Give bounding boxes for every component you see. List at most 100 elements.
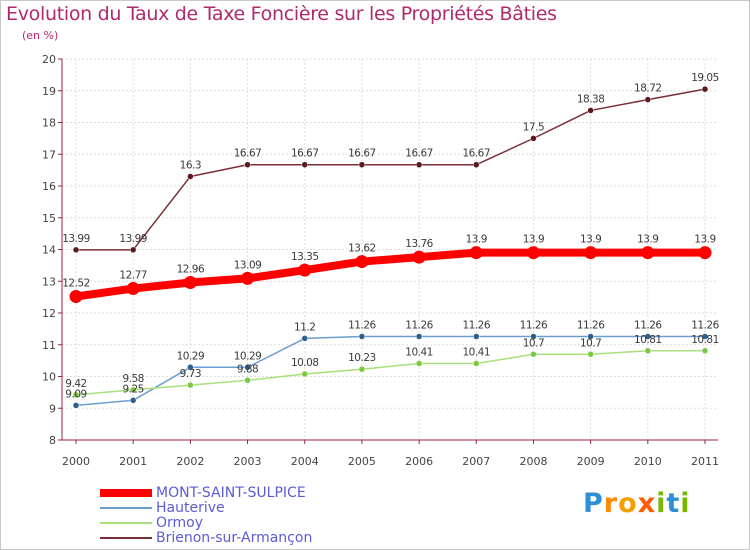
data-point	[244, 377, 251, 384]
data-point	[644, 96, 652, 103]
data-point	[187, 173, 194, 180]
data-label: 10.08	[291, 357, 319, 369]
y-tick-label: 12	[42, 307, 56, 320]
y-tick-label: 13	[42, 275, 56, 288]
data-point	[301, 370, 308, 378]
legend-item: Hauterive	[100, 500, 225, 516]
data-point	[641, 246, 655, 260]
x-tick-label: 2002	[176, 455, 204, 468]
data-point	[530, 351, 537, 358]
data-point	[473, 333, 480, 340]
legend-item: Brienon-sur-Armançon	[100, 530, 312, 546]
legend-item: MONT-SAINT-SULPICE	[100, 485, 306, 501]
y-tick-label: 9	[49, 402, 56, 415]
axis-layer: 8 9 10 11 12 13 14 15 16 17 18 19 20 2000 2001 2002 2003…	[42, 53, 719, 468]
logo-letter: r	[603, 488, 619, 519]
y-tick-label: 8	[49, 434, 56, 447]
legend-swatch	[100, 522, 152, 524]
data-point	[183, 276, 197, 290]
data-point	[358, 365, 366, 373]
logo-letter: t	[666, 488, 681, 519]
x-tick-label: 2003	[234, 455, 262, 468]
y-tick-label: 18	[42, 117, 56, 130]
series-layer	[69, 85, 712, 409]
data-point	[69, 289, 83, 303]
data-point	[358, 161, 366, 168]
legend-label: Brienon-sur-Armançon	[156, 530, 313, 546]
data-label: 16.67	[348, 148, 376, 160]
chart-title: Evolution du Taux de Taxe Foncière sur l…	[6, 3, 557, 25]
data-point	[644, 347, 652, 355]
data-point	[587, 333, 594, 340]
data-label: 10.29	[234, 350, 262, 362]
y-tick-label: 15	[42, 212, 56, 225]
legend-label: MONT-SAINT-SULPICE	[156, 485, 306, 501]
data-label-layer: 13.99 13.99 16.3 16.67 16.67 16.67 16.67 16.67 1…	[62, 72, 720, 400]
data-label: 9.25	[122, 383, 143, 395]
data-point	[584, 246, 598, 260]
data-label: 19.05	[691, 72, 719, 84]
data-point	[415, 333, 423, 340]
data-label: 12.52	[62, 277, 90, 289]
legend-label: Ormoy	[156, 515, 204, 531]
data-label: 9.88	[237, 363, 258, 375]
data-label: 10.81	[634, 334, 662, 346]
data-point	[298, 263, 312, 277]
data-point	[301, 335, 308, 342]
data-label: 9.09	[65, 388, 86, 400]
x-tick-label: 2001	[119, 455, 147, 468]
legend-label: Hauterive	[156, 500, 225, 516]
y-tick-label: 17	[42, 148, 56, 161]
series-line-Hauterive	[75, 335, 706, 407]
data-point	[415, 161, 423, 168]
data-point	[473, 161, 480, 168]
unit-label: (en %)	[22, 29, 59, 42]
data-label: 11.26	[577, 319, 605, 331]
y-tick-label: 16	[42, 180, 56, 193]
x-tick-label: 2007	[462, 455, 490, 468]
legend-swatch	[100, 507, 152, 509]
x-tick-label: 2008	[519, 455, 547, 468]
data-point	[587, 351, 594, 358]
data-label: 13.9	[637, 234, 658, 246]
data-label: 11.2	[294, 321, 315, 333]
series-line-Ormoy	[75, 350, 706, 396]
x-tick-label: 2005	[348, 455, 376, 468]
data-label: 11.26	[405, 319, 433, 331]
data-label: 10.7	[580, 337, 601, 349]
y-tick-label: 11	[42, 339, 56, 352]
data-point	[701, 333, 709, 340]
data-label: 12.96	[177, 264, 205, 276]
series-line-MONT-SAINT-SULPICE	[72, 248, 709, 301]
data-label: 13.9	[580, 234, 601, 246]
data-label: 9.58	[122, 373, 143, 385]
data-point	[129, 246, 137, 254]
data-point	[701, 85, 709, 93]
y-tick-label: 10	[42, 371, 56, 384]
data-point	[469, 246, 483, 260]
logo-letter: x	[637, 488, 657, 519]
x-tick-label: 2004	[291, 455, 319, 468]
data-label: 11.26	[520, 319, 548, 331]
data-point	[530, 333, 537, 340]
data-label: 13.62	[348, 243, 376, 255]
data-point	[701, 347, 709, 355]
data-label: 17.5	[523, 121, 544, 133]
data-label: 16.67	[462, 148, 490, 160]
data-label: 9.73	[180, 368, 201, 380]
data-point	[412, 250, 426, 264]
data-point	[129, 386, 137, 394]
series-line-Brienon-sur-Armançon	[75, 88, 706, 251]
data-label: 11.26	[634, 319, 662, 331]
logo-letter: i	[680, 488, 691, 519]
data-label: 13.35	[291, 251, 319, 263]
legend-swatch	[100, 489, 152, 497]
data-label: 11.26	[691, 319, 719, 331]
data-point	[72, 391, 80, 399]
data-label: 16.67	[405, 148, 433, 160]
data-point	[244, 161, 251, 168]
data-label: 11.26	[348, 319, 376, 331]
x-tick-label: 2009	[577, 455, 605, 468]
data-label: 12.77	[119, 270, 147, 282]
y-tick-label: 20	[42, 53, 56, 66]
